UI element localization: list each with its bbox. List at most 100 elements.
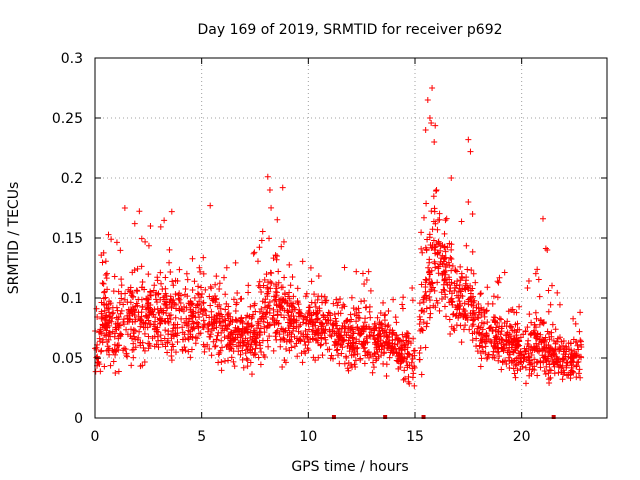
data-point <box>478 304 485 311</box>
data-point <box>283 300 290 307</box>
data-point <box>213 273 220 280</box>
data-point <box>428 120 435 126</box>
data-point <box>100 280 107 287</box>
data-point <box>405 330 412 337</box>
data-point <box>142 238 149 245</box>
data-point <box>456 298 463 305</box>
data-point <box>143 313 150 320</box>
data-point <box>442 293 449 300</box>
data-points <box>92 85 585 389</box>
data-point <box>439 260 446 267</box>
data-point <box>376 328 383 335</box>
data-point <box>552 359 559 366</box>
data-point <box>218 367 225 374</box>
data-point <box>166 246 173 253</box>
data-point <box>118 307 125 314</box>
data-point-peak <box>448 175 455 181</box>
data-point <box>195 291 202 298</box>
data-point <box>168 335 175 342</box>
data-point <box>187 354 194 361</box>
data-point <box>301 338 308 345</box>
data-point <box>423 305 430 312</box>
data-point <box>537 331 544 338</box>
data-point <box>443 313 450 320</box>
data-point <box>458 339 465 346</box>
data-point <box>239 356 246 363</box>
data-point <box>300 316 307 323</box>
data-point <box>370 325 377 332</box>
data-point <box>329 327 336 334</box>
data-point-peak <box>424 97 431 103</box>
data-point <box>457 263 464 270</box>
data-point <box>218 329 225 336</box>
data-point <box>272 281 279 288</box>
data-point <box>387 326 394 333</box>
data-point <box>549 282 556 289</box>
data-point <box>532 270 539 277</box>
data-point <box>441 255 448 262</box>
data-point <box>357 356 364 363</box>
data-point <box>436 216 443 223</box>
data-point <box>550 349 557 356</box>
data-point <box>294 297 301 304</box>
data-point <box>376 319 383 326</box>
data-point <box>312 357 319 364</box>
data-point <box>517 358 524 365</box>
data-point <box>104 324 111 331</box>
data-point <box>99 321 106 328</box>
data-point <box>577 337 584 344</box>
data-point <box>235 348 242 355</box>
data-point <box>469 248 476 255</box>
data-point <box>120 316 127 323</box>
data-point <box>283 346 290 353</box>
data-point <box>153 328 160 335</box>
data-point <box>256 278 263 285</box>
data-point <box>286 295 293 302</box>
data-point <box>239 342 246 349</box>
data-point <box>469 330 476 337</box>
data-point <box>498 316 505 323</box>
data-point <box>157 332 164 339</box>
data-point <box>503 361 510 368</box>
data-point <box>260 318 267 325</box>
data-point <box>192 334 199 341</box>
data-point <box>541 368 548 375</box>
data-point <box>554 289 561 296</box>
data-point <box>556 301 563 308</box>
data-point <box>352 340 359 347</box>
data-point <box>485 351 492 358</box>
data-point <box>289 303 296 310</box>
data-point <box>309 335 316 342</box>
data-point <box>509 348 516 355</box>
data-point <box>494 278 501 285</box>
data-point <box>380 360 387 367</box>
data-point <box>536 293 543 300</box>
data-point <box>534 372 541 379</box>
data-point <box>351 349 358 356</box>
data-point <box>99 280 106 287</box>
data-point <box>161 300 168 307</box>
data-point <box>195 309 202 316</box>
data-point <box>216 301 223 308</box>
data-point <box>465 301 472 308</box>
data-point <box>180 308 187 315</box>
data-point <box>215 351 222 358</box>
data-point <box>361 319 368 326</box>
data-point <box>501 320 508 327</box>
data-point <box>312 303 319 310</box>
data-point <box>146 321 153 328</box>
data-point <box>213 336 220 343</box>
data-point <box>573 338 580 345</box>
data-point <box>522 348 529 355</box>
data-point <box>345 323 352 330</box>
data-point <box>499 359 506 366</box>
y-tick-label: 0.25 <box>52 111 83 127</box>
data-point <box>115 335 122 342</box>
data-point <box>417 316 424 323</box>
data-point <box>411 347 418 354</box>
data-point-peak <box>422 127 429 133</box>
data-point <box>221 274 228 281</box>
data-point <box>409 284 416 291</box>
data-point <box>418 245 425 252</box>
data-point <box>426 231 433 238</box>
